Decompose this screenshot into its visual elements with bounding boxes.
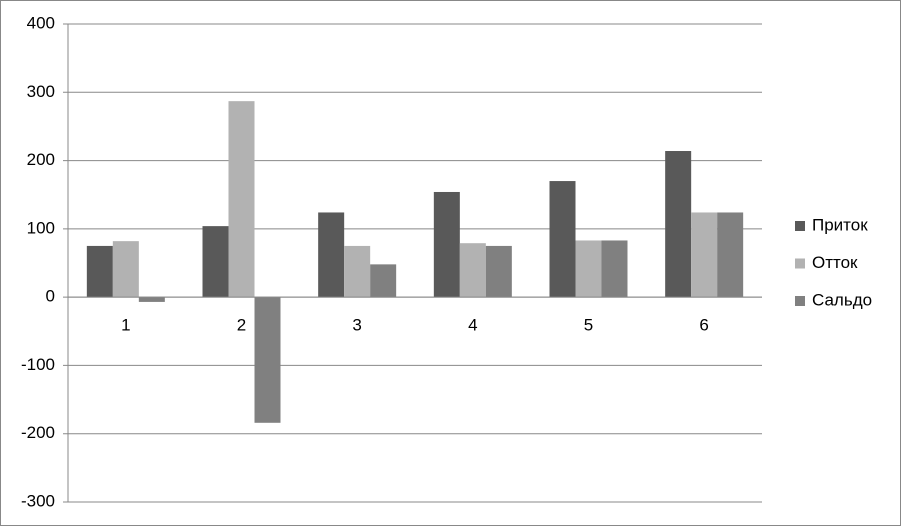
legend-label: Сальдо [812,290,872,309]
x-tick-label: 1 [121,316,130,335]
y-tick-label: 100 [27,218,55,237]
bar [549,181,576,298]
legend-label: Приток [812,215,868,234]
bar [459,243,486,298]
x-tick-label: 6 [699,316,708,335]
bar [138,297,165,302]
legend-swatch [795,258,805,269]
bar [254,297,281,423]
bar [485,245,512,298]
x-tick-label: 3 [352,316,361,335]
bar [112,241,139,298]
y-tick-label: 400 [27,13,55,32]
bar [691,212,718,298]
y-tick-label: 0 [46,287,55,306]
legend-swatch [795,221,805,231]
bar [665,151,692,298]
y-tick-label: -200 [21,423,55,442]
bar [228,101,255,298]
y-tick-label: -300 [21,491,55,510]
bar [601,240,628,298]
bar [575,240,602,298]
legend-label: Отток [812,253,858,272]
y-tick-label: 300 [27,82,55,101]
bar [344,245,371,298]
bar [717,212,744,298]
x-tick-label: 2 [237,316,246,335]
x-tick-label: 5 [584,316,593,335]
y-tick-label: 200 [27,150,55,169]
bar [370,264,397,298]
bar [318,212,345,298]
bar [433,191,460,298]
bar [202,226,229,298]
x-tick-label: 4 [468,316,477,335]
y-tick-label: -100 [21,355,55,374]
bar [86,245,113,298]
legend-swatch [795,296,805,306]
